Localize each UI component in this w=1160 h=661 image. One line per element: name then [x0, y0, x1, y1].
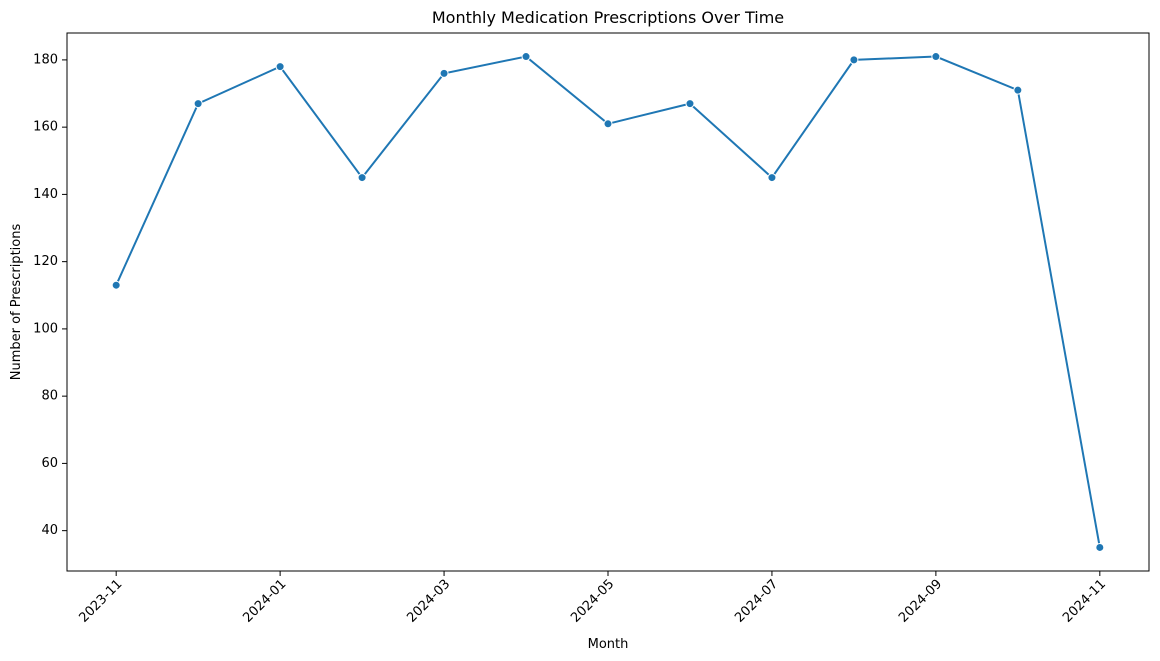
y-tick-label: 80 — [41, 389, 58, 404]
x-tick-label: 2024-09 — [896, 577, 945, 626]
data-point — [275, 62, 285, 72]
x-tick-label: 2024-07 — [732, 577, 781, 626]
x-tick-label: 2024-11 — [1060, 577, 1109, 626]
plot-frame — [66, 32, 1150, 572]
y-tick-label: 160 — [33, 120, 58, 135]
data-point — [521, 52, 531, 62]
x-tick-label: 2024-03 — [404, 577, 453, 626]
x-axis-label: Month — [588, 637, 629, 652]
chart-title: Monthly Medication Prescriptions Over Ti… — [432, 8, 784, 27]
y-tick-label: 140 — [33, 187, 58, 202]
y-tick-label: 180 — [33, 52, 58, 67]
data-point — [849, 55, 859, 65]
x-tick-label: 2023-11 — [76, 577, 125, 626]
series-points — [111, 52, 1105, 552]
data-point — [685, 99, 695, 109]
data-point — [1013, 85, 1023, 95]
y-tick-label: 60 — [41, 456, 58, 471]
data-point — [1095, 542, 1105, 552]
data-point — [767, 173, 777, 183]
data-point — [111, 280, 121, 290]
plot-area — [67, 33, 1149, 571]
x-axis-ticks: 2023-11 2024-01 2024-03 2024-05 2024-07 2024-… — [76, 571, 1109, 626]
x-tick-label: 2024-01 — [240, 577, 289, 626]
data-point — [357, 173, 367, 183]
y-tick-label: 100 — [33, 321, 58, 336]
x-tick-label: 2024-05 — [568, 577, 617, 626]
data-point — [439, 68, 449, 78]
data-point — [193, 99, 203, 109]
y-axis-ticks: 40 60 80 100 120 140 160 180 — [33, 52, 67, 538]
data-point — [931, 52, 941, 62]
data-point — [603, 119, 613, 129]
y-tick-label: 120 — [33, 254, 58, 269]
y-tick-label: 40 — [41, 523, 58, 538]
y-axis-label: Number of Prescriptions — [9, 224, 24, 381]
